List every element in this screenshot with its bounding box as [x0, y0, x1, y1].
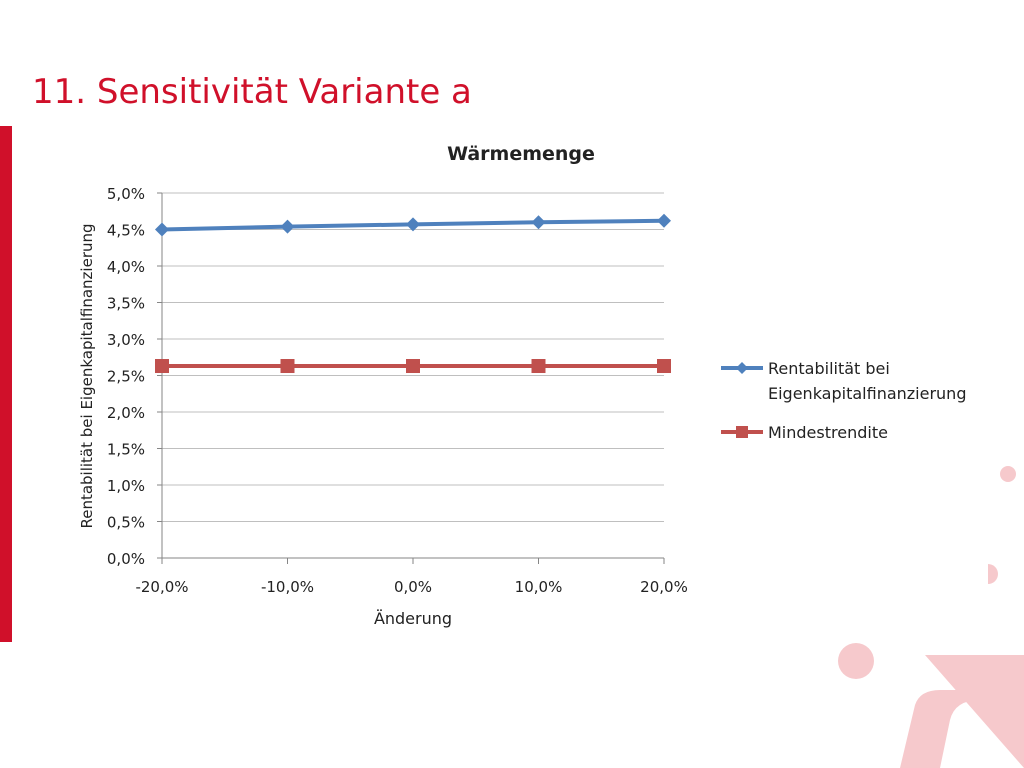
legend-label: Rentabilität bei: [768, 359, 890, 378]
legend-label: Mindestrendite: [768, 423, 888, 442]
gridlines: [162, 192, 664, 522]
y-tick-label: 1,5%: [107, 441, 145, 459]
data-point: [657, 359, 671, 374]
y-tick-label: 2,5%: [107, 368, 145, 386]
x-tick-label: -20,0%: [135, 578, 188, 596]
legend-item: Rentabilität bei Eigenkapitalfinanzierung: [721, 359, 966, 403]
chart-title: Wärmemenge: [447, 143, 595, 165]
y-tick-label: 0,0%: [107, 550, 145, 568]
slide-title: 11. Sensitivität Variante a: [32, 72, 472, 112]
data-point: [280, 219, 295, 234]
data-point: [280, 359, 295, 374]
x-axis-label: Änderung: [374, 609, 452, 628]
decor-dot-large: [838, 643, 874, 679]
x-tick-labels: -20,0% -10,0% 0,0% 10,0% 20,0%: [135, 578, 687, 596]
y-tick-label: 2,0%: [107, 404, 145, 422]
decor-dot-small: [1000, 466, 1016, 482]
data-point: [657, 213, 671, 228]
accent-bar: [0, 126, 12, 642]
y-tick-labels: 0,0% 0,5% 1,0% 1,5% 2,0% 2,5% 3,0% 3,5% 4,0% 4,5%…: [107, 185, 145, 568]
y-tick-label: 5,0%: [107, 185, 145, 203]
series-2: [155, 359, 671, 374]
y-axis-label: Rentabilität bei Eigenkapitalfinanzierun…: [78, 223, 96, 528]
series-1: [155, 213, 671, 237]
data-point: [155, 359, 169, 374]
x-tick-label: 0,0%: [394, 578, 432, 596]
y-tick-label: 3,0%: [107, 331, 145, 349]
x-tick-label: -10,0%: [261, 578, 314, 596]
y-tick-label: 4,5%: [107, 222, 145, 240]
legend-item: Mindestrendite: [721, 423, 888, 442]
decor-logo-shape: [900, 655, 1024, 768]
x-tick-label: 20,0%: [640, 578, 688, 596]
data-point: [155, 222, 169, 237]
series-lines: [155, 213, 671, 374]
x-tick-label: 10,0%: [515, 578, 563, 596]
y-tick-label: 0,5%: [107, 514, 145, 532]
legend-label: Eigenkapitalfinanzierung: [768, 384, 966, 403]
axes: [157, 192, 665, 564]
data-point: [406, 217, 420, 232]
legend: Rentabilität bei Eigenkapitalfinanzierung…: [721, 359, 966, 442]
y-tick-label: 3,5%: [107, 295, 145, 313]
data-point: [531, 215, 546, 230]
legend-marker: [736, 426, 748, 438]
y-tick-label: 1,0%: [107, 477, 145, 495]
decor-half-dot: [988, 564, 998, 584]
legend-marker: [736, 362, 748, 374]
data-point: [406, 359, 420, 374]
data-point: [531, 359, 546, 374]
y-tick-label: 4,0%: [107, 258, 145, 276]
